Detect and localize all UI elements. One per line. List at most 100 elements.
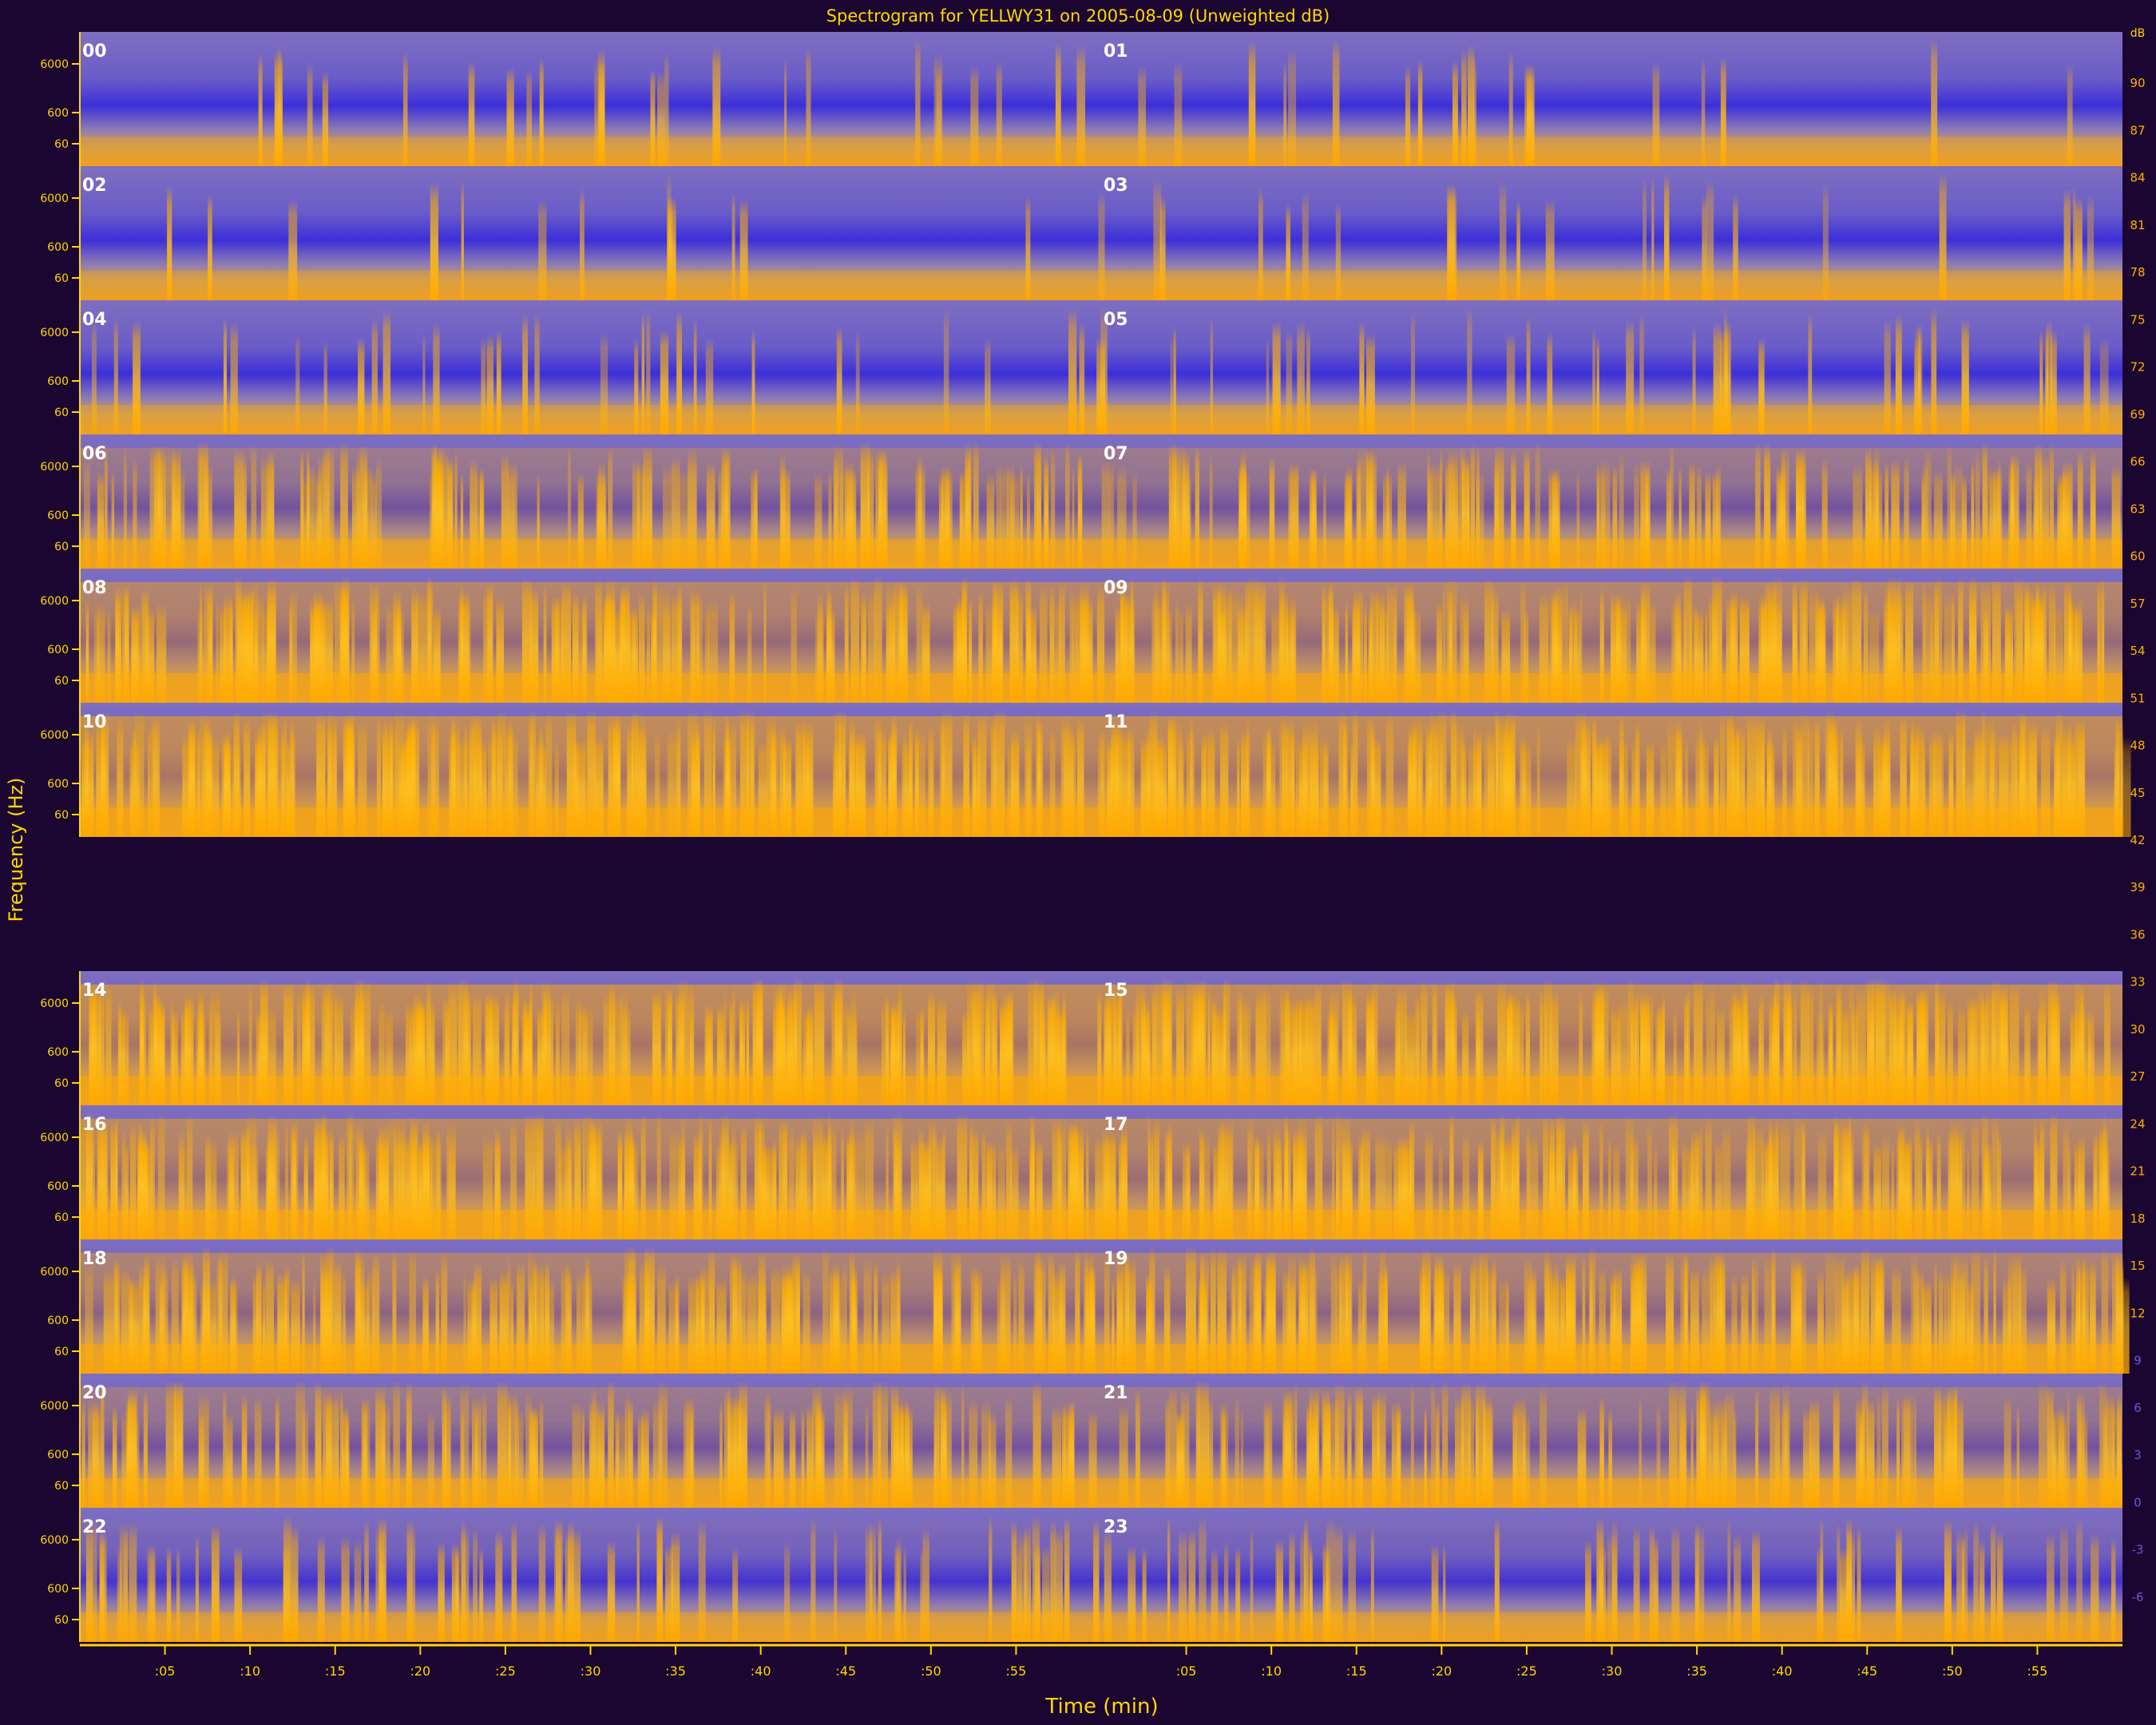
sound-burst <box>981 1129 986 1239</box>
sound-burst <box>624 1394 630 1508</box>
sound-burst <box>1084 1259 1089 1374</box>
sound-burst <box>1919 1132 1923 1239</box>
colorbar-unit: dB <box>2130 27 2146 40</box>
sound-burst <box>1627 979 1634 1105</box>
sound-burst <box>367 1267 375 1374</box>
sound-burst <box>402 51 408 166</box>
sound-burst <box>965 451 971 569</box>
sound-burst <box>453 729 459 837</box>
sound-burst <box>1219 1402 1229 1508</box>
sound-burst <box>822 1132 830 1239</box>
sound-burst <box>708 1116 712 1239</box>
sound-burst <box>732 985 735 1105</box>
sound-burst <box>1334 1383 1345 1508</box>
sound-burst <box>182 734 192 837</box>
sound-burst <box>1861 1247 1870 1374</box>
sound-burst <box>676 311 682 434</box>
sound-burst <box>1302 319 1305 434</box>
sound-burst <box>1314 1397 1318 1508</box>
sound-burst <box>1097 989 1102 1105</box>
sound-burst <box>668 197 676 300</box>
sound-burst <box>1987 465 1996 569</box>
sound-burst <box>608 444 613 569</box>
sound-burst <box>1112 1278 1115 1374</box>
sound-burst <box>506 67 514 166</box>
sound-burst <box>96 720 104 837</box>
sound-burst <box>157 1112 165 1239</box>
sound-burst <box>275 1394 279 1508</box>
sound-burst <box>1555 1274 1565 1374</box>
sound-burst <box>1431 462 1441 569</box>
sound-burst <box>1524 606 1529 703</box>
sound-burst <box>663 464 672 569</box>
sound-burst <box>2009 984 2019 1105</box>
sound-burst <box>1884 319 1891 434</box>
sound-burst <box>1285 1126 1291 1239</box>
sound-burst <box>1973 1521 1979 1642</box>
sound-burst <box>1497 981 1506 1105</box>
sound-burst <box>646 310 651 434</box>
sound-burst <box>1475 470 1484 569</box>
sound-burst <box>435 1268 440 1374</box>
sound-burst <box>1432 981 1438 1105</box>
sound-burst <box>1579 989 1583 1105</box>
colorbar-tick-label: 87 <box>2130 123 2145 137</box>
sound-burst <box>1185 1246 1196 1374</box>
sound-burst <box>1303 1517 1309 1642</box>
sound-burst <box>1833 1386 1840 1508</box>
sound-burst <box>631 712 638 837</box>
sound-burst <box>488 734 493 837</box>
sound-burst <box>807 1002 814 1105</box>
sound-burst <box>1472 1254 1481 1374</box>
sound-burst <box>1880 1251 1883 1374</box>
sound-burst <box>977 1268 982 1374</box>
sound-burst <box>1837 593 1844 703</box>
spectrogram-row <box>80 1508 2122 1642</box>
sound-burst <box>708 1269 715 1374</box>
x-tick-label-right: :10 <box>1261 1664 1282 1679</box>
sound-burst <box>1271 606 1280 703</box>
sound-burst <box>1792 579 1797 703</box>
sound-burst <box>398 1129 404 1239</box>
sound-burst <box>940 1387 946 1508</box>
sound-burst <box>1441 1381 1449 1508</box>
sound-burst <box>1865 446 1872 569</box>
sound-burst <box>133 724 137 837</box>
sound-burst <box>464 723 467 837</box>
sound-burst <box>208 1001 212 1105</box>
sound-burst <box>1338 712 1347 837</box>
sound-burst <box>1738 999 1747 1105</box>
sound-burst <box>814 979 825 1105</box>
sound-burst <box>341 1536 350 1642</box>
sound-burst <box>723 1388 730 1508</box>
sound-burst <box>962 1009 971 1105</box>
sound-burst <box>1000 464 1009 569</box>
sound-burst <box>198 1413 204 1508</box>
x-tick-label-right: :20 <box>1431 1664 1452 1679</box>
sound-burst <box>1460 739 1467 837</box>
row-background <box>80 32 2122 166</box>
sound-burst <box>1366 989 1373 1105</box>
sound-burst <box>1417 734 1422 837</box>
sound-burst <box>394 1119 400 1239</box>
sound-burst <box>1439 1268 1450 1374</box>
sound-burst <box>1417 59 1423 166</box>
sound-burst <box>1924 589 1933 703</box>
sound-burst <box>1413 601 1416 703</box>
sound-burst <box>1405 1009 1416 1105</box>
sound-burst <box>100 1381 105 1508</box>
sound-burst <box>1119 1405 1128 1508</box>
sound-burst <box>554 741 559 837</box>
sound-burst <box>2019 738 2023 837</box>
sound-burst <box>1151 593 1161 703</box>
sound-burst <box>450 728 455 837</box>
sound-burst <box>1686 987 1690 1105</box>
sound-burst <box>1548 468 1558 569</box>
sound-burst <box>886 1122 889 1239</box>
sound-burst <box>758 741 767 837</box>
sound-burst <box>487 581 493 703</box>
sound-burst <box>1174 61 1183 167</box>
sound-burst <box>794 978 803 1105</box>
sound-burst <box>1523 1413 1530 1508</box>
sound-burst <box>1452 60 1458 166</box>
